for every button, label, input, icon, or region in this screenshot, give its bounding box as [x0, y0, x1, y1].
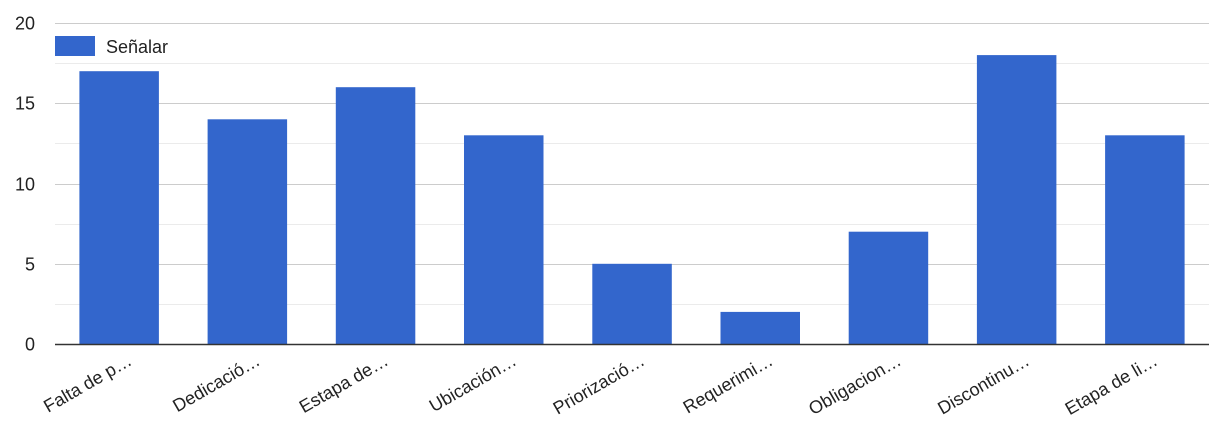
- y-tick-label: 20: [15, 14, 35, 34]
- bar: [720, 311, 800, 344]
- x-tick-label: Estapa de…: [296, 350, 392, 417]
- bar: [1105, 135, 1185, 344]
- legend-swatch: [55, 36, 95, 56]
- x-tick-label: Falta de p…: [40, 350, 135, 416]
- x-tick-label: Etapa de li…: [1062, 350, 1161, 419]
- bar: [335, 87, 416, 344]
- bar: [592, 263, 672, 345]
- x-tick-label: Dedicació…: [169, 350, 263, 416]
- y-tick-label: 15: [15, 94, 35, 114]
- x-tick-label: Obligacion…: [805, 350, 904, 419]
- legend-label: Señalar: [106, 37, 168, 57]
- legend[interactable]: Señalar: [55, 36, 168, 57]
- x-tick-label: Priorizació…: [550, 350, 648, 418]
- y-tick-label: 10: [15, 175, 35, 195]
- x-tick-label: Requerimi…: [680, 350, 777, 417]
- y-tick-label: 0: [25, 335, 35, 355]
- bar: [976, 55, 1057, 344]
- bar: [464, 135, 544, 344]
- bar-layer: [79, 55, 1185, 345]
- bar: [848, 231, 929, 344]
- bar: [79, 71, 159, 344]
- y-tick-label: 5: [25, 255, 35, 275]
- x-tick-label: Ubicación…: [426, 350, 520, 416]
- bar: [207, 119, 288, 344]
- x-tick-label: Discontinu…: [934, 350, 1032, 418]
